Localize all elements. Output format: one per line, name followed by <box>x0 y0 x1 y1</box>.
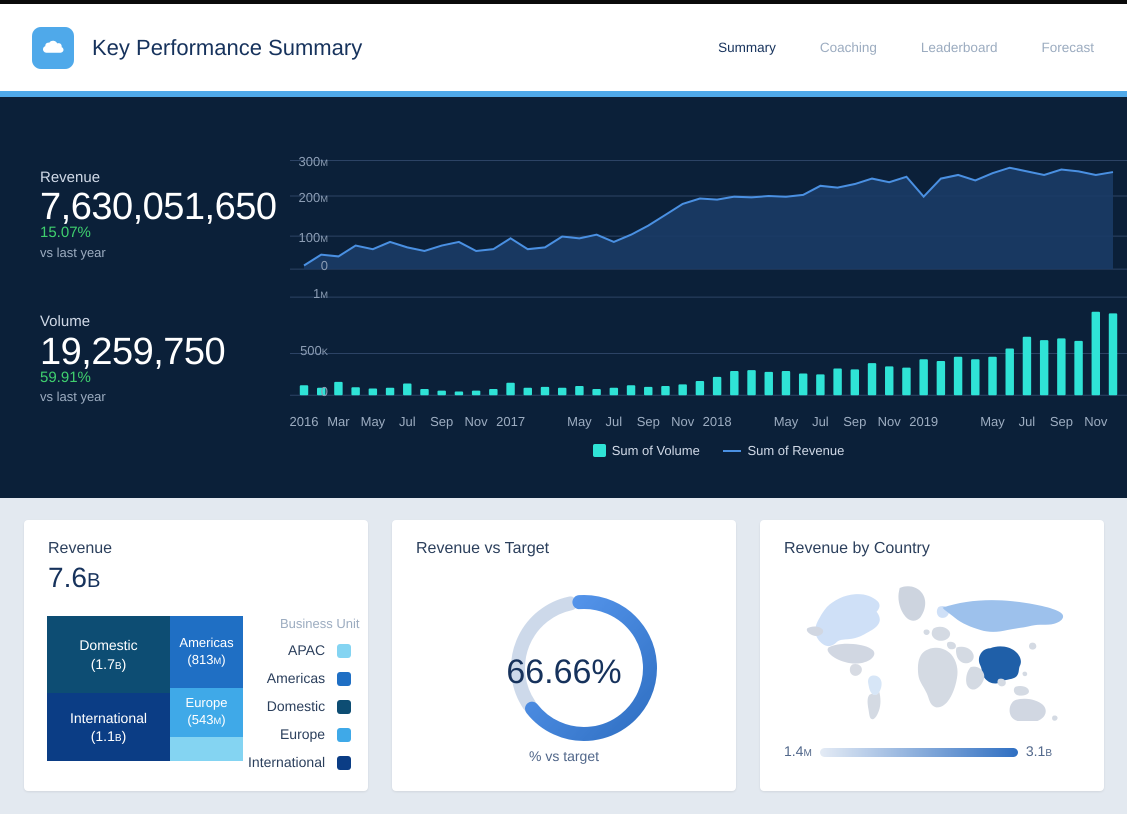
svg-text:Nov: Nov <box>1084 414 1108 429</box>
svg-text:2017: 2017 <box>496 414 525 429</box>
svg-text:Nov: Nov <box>878 414 902 429</box>
svg-text:2019: 2019 <box>909 414 938 429</box>
svg-text:2018: 2018 <box>703 414 732 429</box>
svg-text:Jul: Jul <box>1019 414 1036 429</box>
svg-text:Jul: Jul <box>399 414 416 429</box>
svg-text:2016: 2016 <box>290 414 318 429</box>
svg-text:Sep: Sep <box>1050 414 1073 429</box>
svg-text:Sep: Sep <box>430 414 453 429</box>
svg-text:May: May <box>980 414 1005 429</box>
svg-text:Jul: Jul <box>812 414 829 429</box>
svg-text:May: May <box>567 414 592 429</box>
svg-text:May: May <box>361 414 386 429</box>
svg-text:May: May <box>774 414 799 429</box>
svg-text:Jul: Jul <box>605 414 622 429</box>
svg-text:Mar: Mar <box>327 414 350 429</box>
svg-text:Nov: Nov <box>671 414 695 429</box>
svg-text:Sep: Sep <box>637 414 660 429</box>
svg-text:Nov: Nov <box>465 414 489 429</box>
svg-text:Sep: Sep <box>843 414 866 429</box>
